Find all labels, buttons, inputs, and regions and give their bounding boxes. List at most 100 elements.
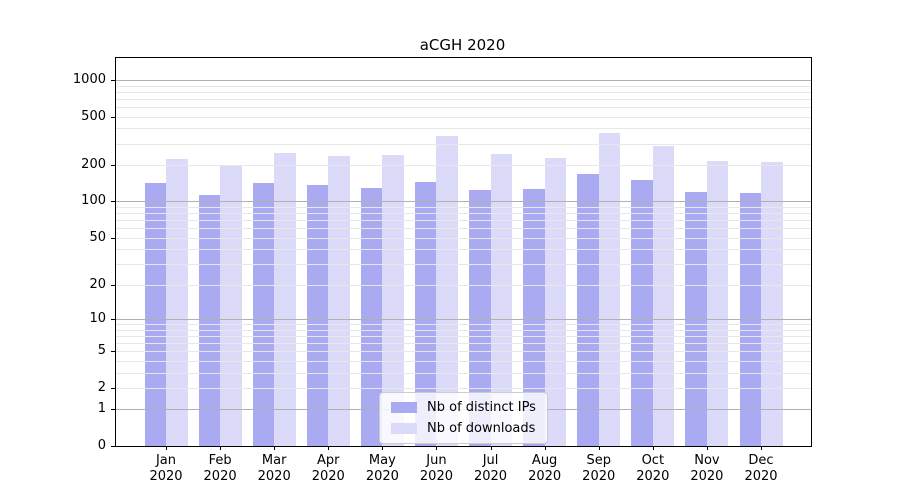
gridline-minor <box>116 324 811 325</box>
gridline-minor <box>116 351 811 353</box>
x-tick-mark <box>436 446 438 450</box>
y-tick-mark <box>111 387 115 389</box>
x-tick-mark <box>544 446 546 450</box>
x-tick-label: Oct 2020 <box>636 453 670 484</box>
x-tick-mark <box>220 446 222 450</box>
bar-downloads <box>598 133 621 446</box>
bar-distinct-ips <box>414 181 437 446</box>
x-tick-label: Mar 2020 <box>257 453 291 484</box>
gridline-minor <box>116 207 811 208</box>
bar-distinct-ips <box>577 174 599 446</box>
y-tick-mark <box>111 318 115 320</box>
bar-distinct-ips <box>685 191 707 446</box>
y-tick-label: 100 <box>81 193 106 209</box>
y-tick-label: 500 <box>81 108 106 124</box>
gridline-major <box>116 79 811 81</box>
y-tick-label: 0 <box>97 438 106 453</box>
gridline-minor <box>116 249 811 251</box>
x-tick-mark <box>598 446 600 450</box>
y-tick-label: 1000 <box>72 71 106 87</box>
legend-label: Nb of distinct IPs <box>427 400 536 415</box>
bar-distinct-ips <box>144 182 166 446</box>
y-tick-label: 1 <box>97 401 106 417</box>
x-tick-label: Jan 2020 <box>149 453 183 484</box>
bar-downloads <box>544 158 567 446</box>
y-tick-mark <box>111 446 115 447</box>
gridline-minor <box>116 85 811 87</box>
x-tick-mark <box>706 446 708 450</box>
x-tick-mark <box>382 446 384 450</box>
y-tick-mark <box>111 201 115 203</box>
gridline-minor <box>116 128 811 130</box>
gridline-major <box>116 201 811 203</box>
gridline-minor <box>116 342 811 344</box>
y-tick-mark <box>111 79 115 81</box>
y-tick-mark <box>111 284 115 286</box>
bar-downloads <box>761 161 783 446</box>
y-tick-mark <box>111 409 115 411</box>
x-tick-label: Jun 2020 <box>419 453 453 484</box>
x-tick-label: Aug 2020 <box>528 453 562 484</box>
x-tick-label: Feb 2020 <box>203 453 237 484</box>
x-tick-mark <box>274 446 276 450</box>
gridline-minor <box>116 335 811 337</box>
y-tick-mark <box>111 237 115 239</box>
x-tick-mark <box>490 446 492 450</box>
x-tick-label: Apr 2020 <box>311 453 345 484</box>
y-tick-label: 2 <box>97 379 106 395</box>
bar-downloads <box>220 164 242 446</box>
gridline-minor <box>116 329 811 331</box>
legend-row: Nb of downloads <box>391 421 536 436</box>
bar-downloads <box>328 156 350 446</box>
x-tick-mark <box>652 446 654 450</box>
x-tick-mark <box>761 446 762 450</box>
legend-label: Nb of downloads <box>427 421 536 436</box>
plot-area: Jan 2020 Feb 2020 Mar 2020 Apr 2020 May 2020… <box>73 57 812 484</box>
y-tick-mark <box>111 165 115 167</box>
gridline-minor <box>116 91 811 93</box>
bar-distinct-ips <box>306 184 329 446</box>
y-tick-label: 20 <box>89 276 106 292</box>
bar-downloads <box>166 158 188 446</box>
x-tick-label: Sep 2020 <box>582 453 616 484</box>
legend-swatch <box>391 423 417 434</box>
legend: Nb of distinct IPs Nb of downloads <box>379 392 548 444</box>
legend-row: Nb of distinct IPs <box>391 400 536 415</box>
y-tick-mark <box>111 351 115 353</box>
bar-distinct-ips <box>469 190 491 446</box>
gridline-minor <box>116 387 811 389</box>
gridline-minor <box>116 264 811 266</box>
x-tick-label: Jul 2020 <box>473 453 508 484</box>
gridline-minor <box>116 98 811 100</box>
gridline-major <box>116 318 811 320</box>
bar-downloads <box>652 145 675 446</box>
gridline-minor <box>116 228 811 230</box>
bar-distinct-ips <box>631 179 653 446</box>
x-tick-mark <box>166 446 167 450</box>
gridline-minor <box>116 284 811 286</box>
x-tick-label: May 2020 <box>365 453 399 484</box>
gridline-minor <box>116 237 811 239</box>
bar-downloads <box>274 152 296 446</box>
bar-distinct-ips <box>198 195 221 446</box>
x-tick-mark <box>328 446 330 450</box>
y-tick-label: 50 <box>89 229 106 245</box>
y-tick-mark <box>111 116 115 118</box>
gridline-minor <box>116 143 811 145</box>
gridline-minor <box>116 360 811 362</box>
bar-distinct-ips <box>523 188 545 446</box>
gridline-minor <box>116 165 811 167</box>
bar-distinct-ips <box>360 187 383 446</box>
y-tick-label: 5 <box>97 343 106 359</box>
gridline-minor <box>116 213 811 215</box>
y-tick-label: 200 <box>81 157 106 173</box>
chart-title: aCGH 2020 <box>419 36 506 54</box>
bar-distinct-ips <box>252 182 275 446</box>
legend-swatch <box>391 402 417 413</box>
gridline-minor <box>116 372 811 374</box>
gridline-minor <box>116 106 811 108</box>
gridline-minor <box>116 116 811 118</box>
x-tick-label: Nov 2020 <box>690 453 724 484</box>
bar-downloads <box>706 160 729 446</box>
